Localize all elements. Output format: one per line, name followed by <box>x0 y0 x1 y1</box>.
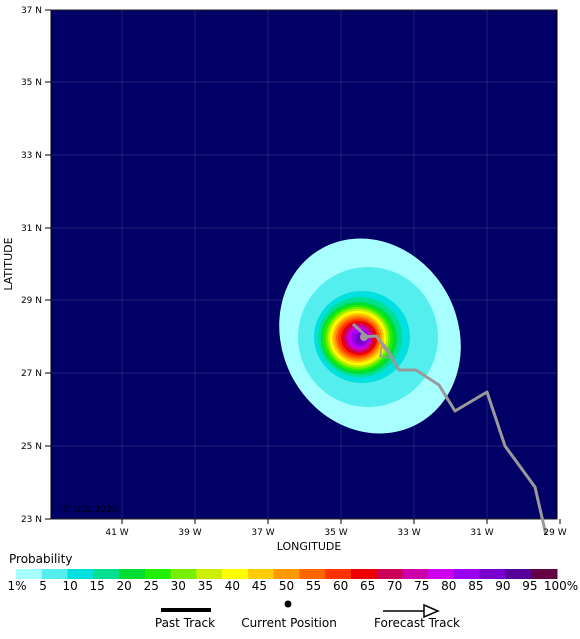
colorbar-swatch <box>299 569 326 579</box>
colorbar-swatch <box>222 569 249 579</box>
colorbar-swatch <box>170 569 197 579</box>
colorbar-swatch <box>479 569 506 579</box>
colorbar-label: 75 <box>414 579 430 593</box>
colorbar-swatch <box>453 569 481 579</box>
y-tick-label: 35 N <box>21 78 42 88</box>
colorbar-swatch <box>325 569 352 579</box>
x-tick-label: 37 W <box>251 528 274 538</box>
colorbar-swatch <box>119 569 146 579</box>
colorbar-swatch <box>93 569 120 579</box>
y-tick-label: 29 N <box>21 296 42 306</box>
colorbar-label: 25 <box>143 579 159 593</box>
colorbar-label: 10 <box>62 579 78 593</box>
colorbar-swatch <box>402 569 429 579</box>
colorbar-label: 35 <box>197 579 213 593</box>
x-tick-label: 41 W <box>105 528 128 538</box>
colorbar-swatch <box>350 569 378 579</box>
probability-colorbar <box>16 569 558 579</box>
colorbar-label: 5 <box>39 579 47 593</box>
colorbar-label: 45 <box>251 579 268 593</box>
colorbar-swatch <box>505 569 532 579</box>
colorbar-label: 100% <box>543 579 579 593</box>
x-tick-label: 39 W <box>178 528 201 538</box>
x-tick-label: 35 W <box>324 528 347 538</box>
colorbar-swatch <box>376 569 403 579</box>
colorbar-label: 60 <box>332 579 349 593</box>
current-position-label: Current Position <box>241 616 337 630</box>
past-track-line <box>351 322 366 336</box>
forecast-track-label: Forecast Track <box>374 616 460 630</box>
axis-ticks: 41 W 39 W 37 W 35 W 33 W 31 W 29 W 37 N 35 N 33 N… <box>21 6 567 538</box>
current-position-key-icon <box>284 600 292 608</box>
past-track-label: Past Track <box>154 616 216 630</box>
x-tick-label: 31 W <box>470 528 493 538</box>
colorbar-swatch <box>531 569 558 579</box>
forecast-track-key-icon <box>383 603 440 619</box>
forecast-arrow-icon <box>379 344 394 360</box>
colorbar-label: 95 <box>522 579 538 593</box>
colorbar-label: 65 <box>360 579 376 593</box>
x-tick-label: 33 W <box>397 528 420 538</box>
y-tick-label: 31 N <box>21 224 42 234</box>
colorbar-label: 15 <box>89 579 105 593</box>
colorbar-swatch <box>41 569 69 579</box>
y-tick-label: 33 N <box>21 151 42 161</box>
colorbar-label: 80 <box>441 579 457 593</box>
colorbar-label: 55 <box>305 579 322 593</box>
colorbar-swatch <box>273 569 300 579</box>
y-tick-label: 23 N <box>21 515 42 525</box>
colorbar-swatch <box>428 569 455 579</box>
colorbar-label: 50 <box>278 579 295 593</box>
colorbar-swatch <box>67 569 94 579</box>
colorbar-label: 30 <box>170 579 186 593</box>
y-tick-label: 25 N <box>21 442 42 452</box>
map-grid <box>51 9 561 520</box>
y-axis-title: LATITUDE <box>2 237 15 290</box>
colorbar-swatch <box>247 569 275 579</box>
y-tick-label: 37 N <box>21 6 42 16</box>
colorbar-label: 70 <box>387 579 403 593</box>
colorbar-label: 1% <box>7 579 27 593</box>
y-tick-label: 27 N <box>21 369 42 379</box>
colorbar-label: 40 <box>224 579 241 593</box>
legend-title: Probability <box>9 552 73 566</box>
forecast-track-line <box>363 334 548 536</box>
copyright-label: © UCL 2023 <box>62 505 118 515</box>
x-tick-label: 29 W <box>543 528 566 538</box>
current-position-marker <box>360 333 368 341</box>
colorbar-label: 20 <box>116 579 132 593</box>
x-axis-title: LONGITUDE <box>277 540 342 553</box>
colorbar-label: 85 <box>468 579 484 593</box>
colorbar-swatch <box>144 569 172 579</box>
colorbar-swatch <box>16 569 43 579</box>
colorbar-swatch <box>196 569 223 579</box>
colorbar-label: 90 <box>495 579 511 593</box>
